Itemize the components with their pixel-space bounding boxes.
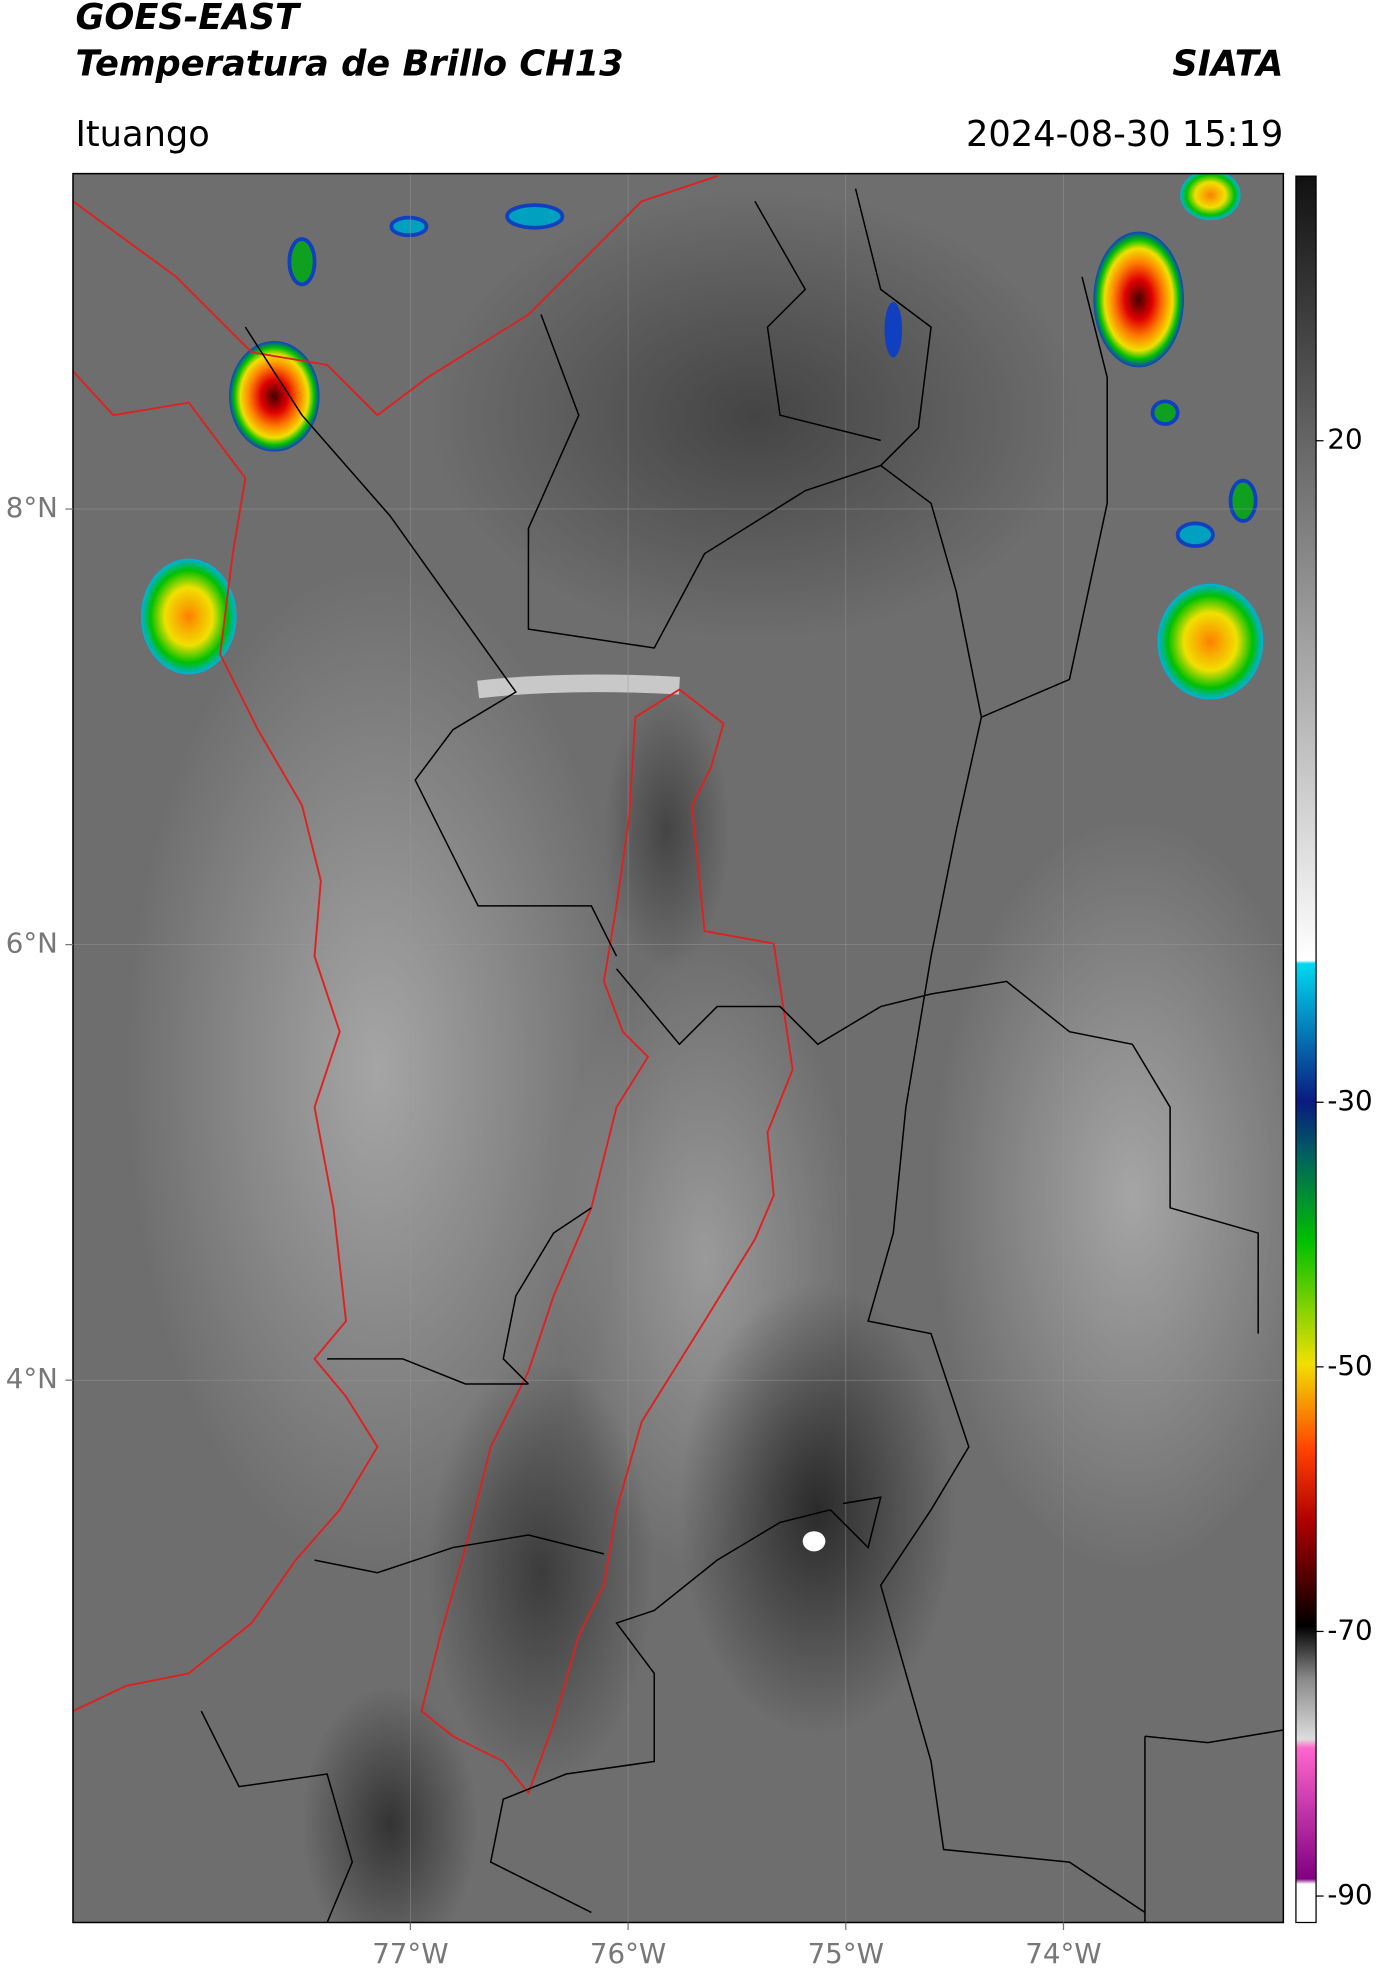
boundaries xyxy=(200,188,1284,1923)
cloud xyxy=(427,1358,655,1787)
subtitle: Temperatura de Brillo CH13 xyxy=(75,43,623,84)
cloud xyxy=(125,566,630,1573)
source: SIATA xyxy=(1172,43,1283,84)
storm-cell xyxy=(1180,173,1241,221)
datetime: 2024-08-30 15:19 xyxy=(966,114,1283,155)
storm-cell xyxy=(1157,583,1264,700)
colorbar-ticks: 20 -30 -50 -70 -90 xyxy=(1316,423,1373,1911)
storm-cell xyxy=(287,237,317,287)
region-outline xyxy=(420,688,794,1795)
storm-cell xyxy=(228,340,320,452)
x-tick-label: 77°W xyxy=(372,1937,448,1970)
colorbar xyxy=(1295,175,1317,1924)
y-tick-label: 4°N xyxy=(6,1362,58,1395)
x-tick-label: 75°W xyxy=(808,1937,884,1970)
storm-cell xyxy=(140,558,237,675)
cloud xyxy=(931,817,1284,1573)
storm-cell xyxy=(1175,521,1215,548)
satellite-map xyxy=(72,173,1284,1923)
map-frame xyxy=(72,172,1285,1924)
colorbar-tick-label: -30 xyxy=(1327,1084,1372,1117)
storm-cell xyxy=(389,215,429,238)
white-spot xyxy=(802,1531,826,1552)
location: Ituango xyxy=(75,114,209,155)
cloud xyxy=(301,1685,479,1923)
cloud xyxy=(679,1283,957,1737)
storm-cell xyxy=(505,203,565,230)
map-axes: 77°W 76°W 75°W 74°W 8°N 6°N 4°N xyxy=(6,491,1102,1970)
storm-cell xyxy=(1150,399,1180,426)
coastline xyxy=(72,370,379,1712)
storm-cell xyxy=(1228,478,1258,523)
y-tick-label: 6°N xyxy=(6,927,58,960)
title: GOES-EAST xyxy=(75,0,302,38)
storm-cell xyxy=(884,301,903,358)
colorbar-tick-label: -50 xyxy=(1327,1349,1372,1382)
colorbar-tick-label: 20 xyxy=(1327,423,1362,456)
x-tick-label: 74°W xyxy=(1025,1937,1101,1970)
grid xyxy=(72,173,1284,1923)
y-tick-label: 8°N xyxy=(6,491,58,524)
colorbar-tick-label: -70 xyxy=(1327,1613,1372,1646)
colorbar-tick-label: -90 xyxy=(1327,1878,1372,1911)
coastline xyxy=(72,175,718,417)
cloud xyxy=(427,188,1083,642)
x-tick-label: 76°W xyxy=(590,1937,666,1970)
cloud xyxy=(603,691,730,969)
storm-cell xyxy=(1093,231,1184,368)
cloud xyxy=(477,674,680,699)
